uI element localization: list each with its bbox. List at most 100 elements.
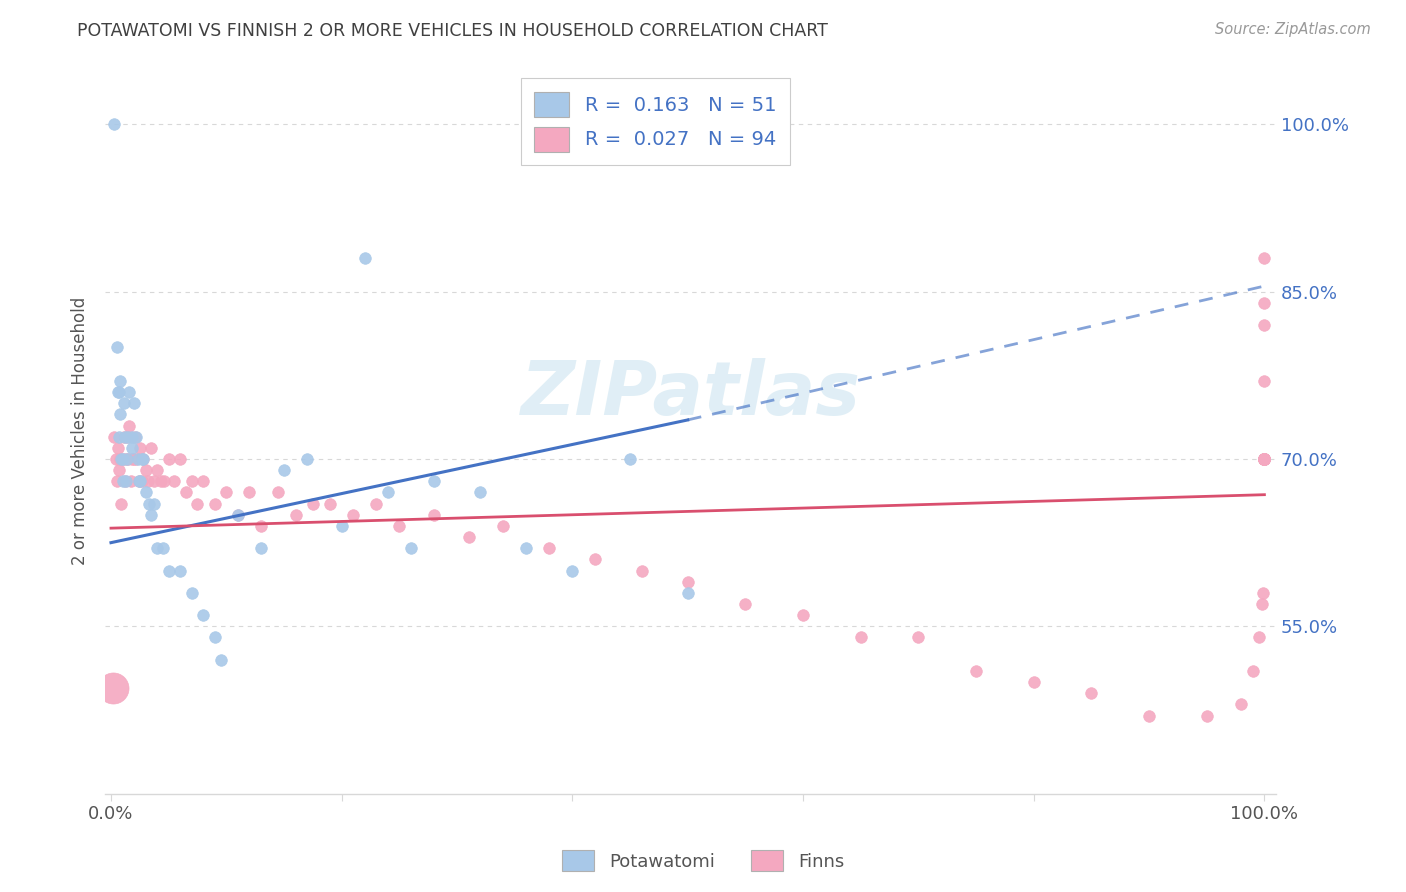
Point: [142, 475, 165, 489]
Point: [141, 441, 163, 455]
Point: [135, 463, 157, 477]
Point: [238, 485, 260, 500]
Point: [146, 541, 169, 556]
Point: [108, 452, 131, 467]
Point: [108, 374, 131, 388]
Point: [319, 497, 342, 511]
Point: [1230, 698, 1253, 712]
Point: [1253, 251, 1275, 265]
Point: [127, 452, 149, 467]
Point: [141, 508, 163, 522]
Point: [1137, 708, 1160, 723]
Point: [122, 452, 145, 467]
Point: [103, 681, 125, 695]
Point: [111, 475, 134, 489]
Point: [128, 475, 150, 489]
Point: [1253, 452, 1275, 467]
Point: [146, 463, 169, 477]
Point: [169, 452, 191, 467]
Point: [115, 475, 138, 489]
Point: [1253, 452, 1275, 467]
Point: [1080, 686, 1102, 700]
Point: [1253, 374, 1275, 388]
Point: [131, 475, 153, 489]
Point: [377, 485, 399, 500]
Point: [1253, 452, 1275, 467]
Point: [907, 631, 929, 645]
Point: [267, 485, 290, 500]
Point: [157, 452, 180, 467]
Point: [1253, 452, 1275, 467]
Point: [1253, 452, 1275, 467]
Point: [180, 475, 202, 489]
Point: [115, 452, 138, 467]
Point: [1247, 631, 1270, 645]
Point: [105, 340, 128, 354]
Legend: R =  0.163   N = 51, R =  0.027   N = 94: R = 0.163 N = 51, R = 0.027 N = 94: [520, 78, 790, 165]
Point: [284, 508, 307, 522]
Point: [108, 385, 131, 400]
Point: [1253, 452, 1275, 467]
Point: [792, 608, 814, 623]
Point: [342, 508, 364, 522]
Point: [149, 475, 172, 489]
Point: [1022, 675, 1045, 690]
Point: [125, 430, 148, 444]
Point: [1253, 452, 1275, 467]
Point: [1253, 295, 1275, 310]
Point: [1253, 452, 1275, 467]
Point: [110, 452, 132, 467]
Point: [186, 497, 208, 511]
Point: [423, 475, 446, 489]
Point: [1253, 452, 1275, 467]
Point: [122, 396, 145, 410]
Point: [142, 497, 165, 511]
Point: [388, 519, 411, 533]
Point: [193, 608, 215, 623]
Point: [1241, 664, 1264, 678]
Point: [121, 452, 143, 467]
Point: [111, 452, 134, 467]
Point: [1253, 452, 1275, 467]
Point: [108, 463, 131, 477]
Point: [226, 508, 249, 522]
Point: [1253, 452, 1275, 467]
Point: [157, 564, 180, 578]
Point: [619, 452, 641, 467]
Point: [118, 385, 141, 400]
Point: [112, 430, 135, 444]
Point: [135, 485, 157, 500]
Point: [209, 653, 232, 667]
Point: [121, 441, 143, 455]
Point: [128, 441, 150, 455]
Point: [515, 541, 537, 556]
Point: [121, 430, 143, 444]
Point: [1253, 452, 1275, 467]
Point: [124, 430, 146, 444]
Point: [1253, 452, 1275, 467]
Point: [132, 452, 155, 467]
Point: [117, 452, 139, 467]
Point: [330, 519, 353, 533]
Point: [103, 117, 125, 131]
Text: Source: ZipAtlas.com: Source: ZipAtlas.com: [1215, 22, 1371, 37]
Point: [561, 564, 583, 578]
Point: [125, 452, 148, 467]
Point: [250, 519, 273, 533]
Point: [114, 475, 136, 489]
Point: [169, 564, 191, 578]
Point: [1195, 708, 1218, 723]
Point: [492, 519, 515, 533]
Point: [136, 475, 159, 489]
Point: [111, 452, 134, 467]
Point: [366, 497, 388, 511]
Point: [226, 508, 249, 522]
Point: [849, 631, 872, 645]
Point: [457, 530, 479, 544]
Point: [273, 463, 295, 477]
Point: [110, 497, 132, 511]
Y-axis label: 2 or more Vehicles in Household: 2 or more Vehicles in Household: [72, 297, 89, 566]
Point: [103, 430, 125, 444]
Point: [676, 574, 699, 589]
Point: [965, 664, 987, 678]
